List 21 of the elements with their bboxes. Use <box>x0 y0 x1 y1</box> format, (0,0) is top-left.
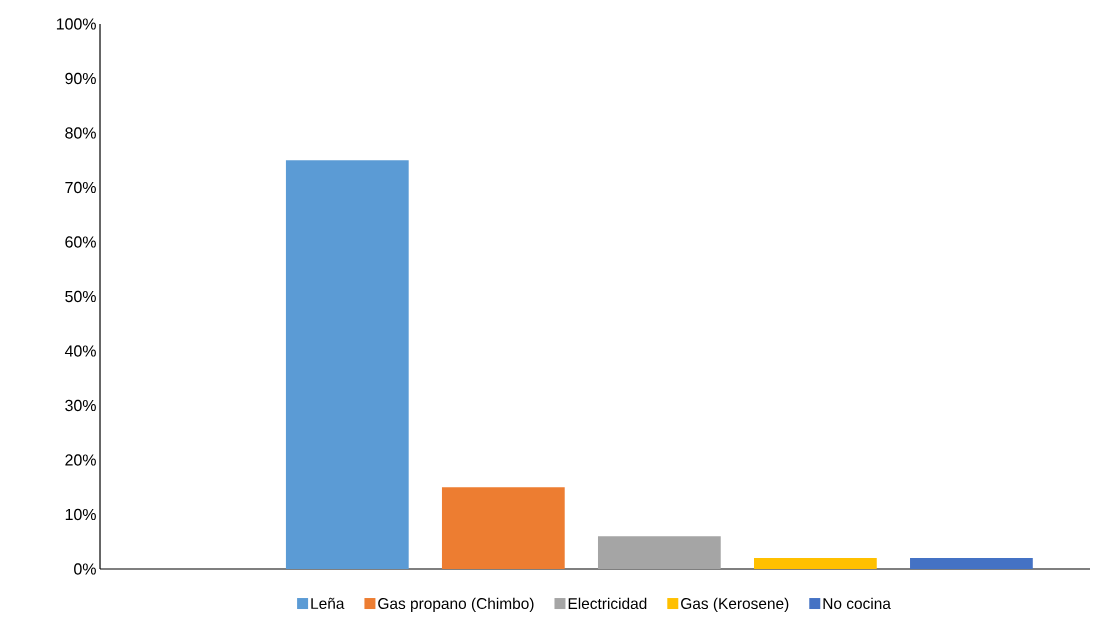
bar <box>597 536 721 569</box>
y-tick-label: 0% <box>74 563 96 575</box>
bar <box>441 487 565 569</box>
y-tick-label: 30% <box>65 399 96 412</box>
legend-label: Electricidad <box>568 597 647 610</box>
legend-label: Gas propano (Chimbo) <box>378 597 534 613</box>
y-tick-label: 60% <box>65 236 96 248</box>
y-tick-label: 80% <box>65 127 96 139</box>
y-tick-label: 70% <box>65 181 96 194</box>
legend-label: Leña <box>311 597 345 609</box>
bar <box>754 558 877 569</box>
y-tick-label: 40% <box>64 345 96 357</box>
y-tick-label: 100% <box>56 18 96 30</box>
bar <box>910 558 1033 569</box>
y-tick-label: 50% <box>65 290 96 303</box>
legend-label: No cocina <box>823 597 891 610</box>
bar <box>285 160 409 569</box>
y-tick-label: 90% <box>65 72 96 85</box>
y-tick-label: 20% <box>65 454 96 466</box>
y-tick-label: 10% <box>65 508 96 521</box>
legend-label: Gas (Kerosene) <box>681 597 789 613</box>
